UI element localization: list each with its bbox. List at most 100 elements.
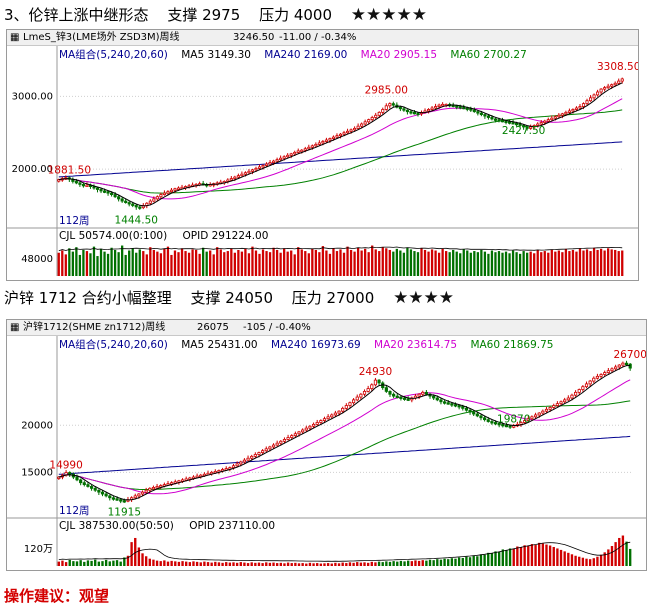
candle-body [345, 130, 350, 134]
volume-bar [381, 562, 384, 566]
volume-bar [312, 563, 315, 566]
volume-bar [614, 249, 617, 276]
volume-bar [225, 562, 228, 566]
volume-bar [163, 560, 166, 566]
chart1-panel: ▦ LmeS_锌3(LME场外 ZSD3M)周线 3246.50 -11.00 … [6, 29, 639, 281]
candle-body [247, 170, 251, 174]
volume-bar [82, 249, 85, 276]
candle-body [328, 138, 332, 141]
volume-bar [321, 246, 325, 276]
ma20-line [58, 379, 631, 495]
volume-bar [392, 251, 395, 276]
volume-bar [173, 250, 177, 276]
volume-bar [420, 248, 423, 276]
candle-body [122, 500, 126, 503]
candle-body [254, 167, 258, 171]
candle-body [592, 377, 596, 382]
candle-body [308, 425, 312, 429]
candle-body [176, 187, 181, 190]
volume-bar [144, 556, 148, 566]
candle-body [486, 419, 490, 422]
volume-bar [325, 250, 328, 276]
candle-body [155, 196, 159, 200]
volume-bar [319, 563, 323, 566]
candle-body [464, 407, 468, 411]
volume-bar [564, 248, 568, 276]
chart1-title: 3、伦锌上涨中继形态 [4, 6, 149, 24]
volume-bar [423, 249, 427, 276]
volume-bar [64, 562, 68, 566]
volume-bar [326, 563, 330, 566]
candle-body [536, 123, 540, 126]
candle-body [360, 123, 364, 127]
candle-body [377, 111, 381, 116]
volume-bar [341, 562, 344, 566]
volume-bar [337, 563, 341, 566]
candle-body [610, 368, 614, 372]
volume-bar [621, 250, 624, 276]
candle-body [476, 111, 480, 114]
volume-bar [473, 251, 476, 276]
candle-body [432, 395, 436, 399]
volume-bar [480, 249, 483, 276]
candle-body [279, 157, 283, 161]
volume-bar [454, 558, 457, 566]
candle-body [577, 389, 581, 393]
volume-bar [68, 559, 71, 566]
volume-bar [501, 549, 504, 566]
volume-bar [261, 249, 265, 276]
chart2-heading: 沪锌 1712 合约小幅整理 支撑 24050 压力 27000 ★★★★ [4, 287, 468, 308]
volume-bar [166, 246, 170, 276]
volume-bar [399, 560, 403, 566]
volume-bar [307, 253, 310, 276]
volume-bar [603, 552, 606, 566]
chart1-change: -11.00 / -0.34% [279, 32, 357, 43]
candle-body [384, 105, 388, 110]
volume-bar [308, 562, 312, 566]
chart1-support: 支撑 2975 [167, 6, 241, 24]
candle-body [253, 454, 257, 457]
volume-bar [392, 561, 395, 566]
candle-body [326, 416, 330, 420]
candle-body [374, 114, 378, 118]
chart1-ma60: MA60 2700.27 [450, 49, 527, 61]
candle-body [421, 391, 425, 395]
candle-body [127, 202, 131, 205]
volume-bar [199, 562, 202, 566]
candle-body [465, 107, 469, 110]
chart2-support: 支撑 24050 [190, 289, 274, 307]
candle-body [268, 162, 272, 165]
volume-bar [300, 249, 303, 276]
volume-bar [592, 247, 596, 276]
candle-body [317, 142, 321, 145]
volume-bar [188, 562, 192, 566]
candle-body [261, 450, 265, 453]
volume-bar [364, 248, 367, 276]
candle-body [282, 439, 287, 442]
volume-bar [334, 562, 337, 566]
volume-bar [148, 558, 151, 566]
volume-bar [323, 563, 326, 566]
volume-bar [428, 559, 432, 566]
volume-bar [177, 561, 181, 566]
volume-bar [504, 251, 508, 276]
candle-body [250, 169, 255, 172]
candle-body [515, 122, 519, 126]
volume-bar [360, 250, 363, 276]
candle-body [97, 489, 101, 493]
volume-bar [519, 547, 523, 566]
volume-bar [416, 252, 420, 276]
candle-body [412, 111, 417, 115]
volume-bar [294, 562, 297, 566]
candle-body [606, 370, 610, 373]
volume-bar [497, 551, 501, 566]
volume-bar [465, 556, 468, 566]
volume-bar [490, 250, 494, 276]
volume-bar [538, 542, 541, 566]
volume-bar [138, 249, 141, 276]
candle-body [92, 186, 96, 189]
volume-bar [170, 560, 173, 566]
period-label: 112周 [59, 215, 90, 227]
candle-body [578, 106, 582, 109]
